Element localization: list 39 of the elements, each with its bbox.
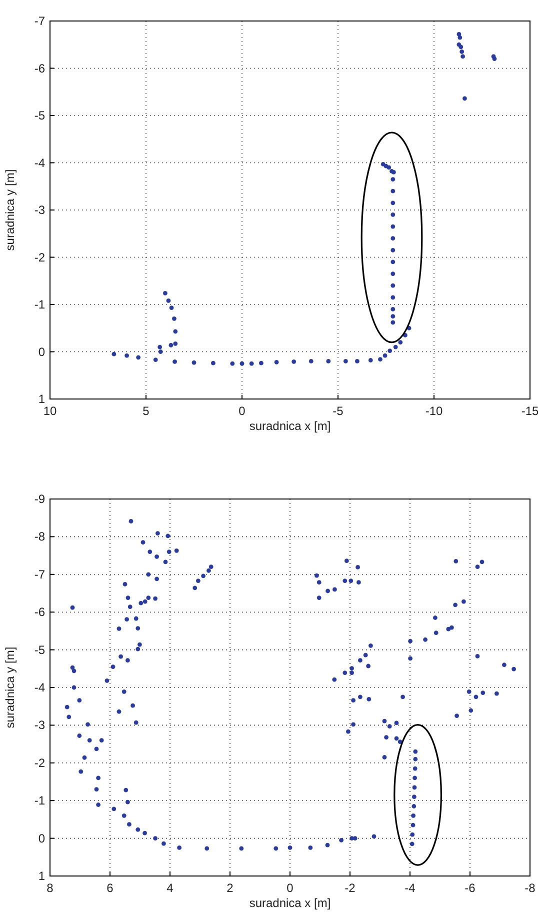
x-tick-label: 0	[286, 881, 294, 895]
y-tick-label: -6	[34, 605, 46, 620]
y-tick-label: -9	[34, 492, 46, 506]
x-tick-label: -5	[332, 404, 344, 418]
x-axis-title: suradnica x [m]	[249, 896, 331, 910]
y-tick-label: -4	[34, 680, 46, 694]
x-axis-title: suradnica x [m]	[249, 419, 331, 433]
x-tick-label: 5	[142, 404, 150, 418]
x-tick-label: -15	[521, 404, 538, 418]
y-tick-label: -3	[34, 203, 46, 217]
x-tick-label: 8	[46, 881, 54, 895]
y-tick-label: -2	[34, 250, 46, 264]
y-tick-label: -1	[34, 298, 46, 312]
x-tick-label: -10	[425, 404, 443, 418]
x-tick-label: 4	[166, 881, 174, 895]
y-axis-title: suradnica y [m]	[3, 169, 17, 251]
x-tick-label: 0	[238, 404, 246, 418]
x-tick-label: -4	[404, 881, 416, 895]
y-tick-label: -1	[34, 794, 46, 808]
y-tick-label: -3	[34, 718, 46, 732]
y-axis-title: suradnica y [m]	[3, 646, 17, 728]
y-tick-label: -7	[34, 14, 46, 28]
y-tick-label: 0	[38, 344, 46, 359]
x-tick-label: -8	[524, 881, 536, 895]
x-tick-label: 2	[226, 881, 234, 895]
y-tick-label: -4	[34, 156, 46, 170]
y-tick-label: 0	[38, 831, 46, 846]
x-tick-label: -6	[464, 881, 476, 895]
x-tick-label: -2	[344, 881, 356, 895]
y-tick-label: -8	[34, 530, 46, 544]
y-tick-label: -5	[34, 108, 46, 122]
y-tick-label: -7	[34, 567, 46, 582]
y-tick-label: -5	[34, 642, 46, 657]
y-tick-label: 1	[38, 392, 46, 406]
y-tick-label: -6	[34, 61, 46, 76]
x-tick-label: 10	[43, 404, 57, 418]
y-tick-label: 1	[38, 869, 46, 883]
y-tick-label: -2	[34, 756, 46, 770]
x-tick-label: 6	[106, 881, 114, 895]
